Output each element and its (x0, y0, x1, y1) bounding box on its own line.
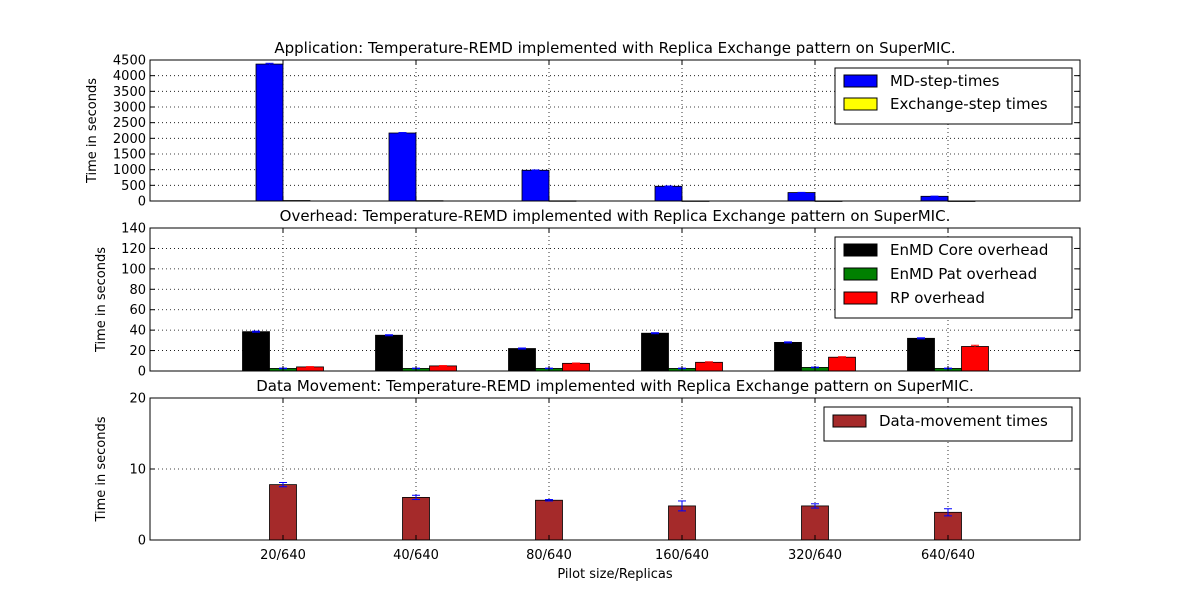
x-tick-label: 40/640 (393, 548, 439, 563)
chart-title: Data Movement: Temperature-REMD implemen… (256, 377, 973, 395)
x-tick-label: 20/640 (260, 548, 306, 563)
bar-enmd-core-overhead-640-640 (907, 337, 935, 372)
bar-md-step-times-320-640 (787, 192, 816, 202)
y-tick-label: 2000 (113, 132, 146, 147)
y-tick-label: 0 (138, 365, 146, 380)
x-tick-label: 640/640 (921, 548, 975, 563)
bar-enmd-core-overhead-160-640 (641, 332, 669, 372)
chart-panel-2: 0 20 40 60 80 100 120 140 Overhead: Temperature-… (94, 207, 1081, 380)
chart-title: Overhead: Temperature-REMD implemented w… (280, 207, 951, 225)
y-tick-label: 3500 (113, 85, 146, 100)
legend-label: EnMD Core overhead (890, 241, 1048, 259)
y-tick-label: 1500 (113, 148, 146, 163)
y-tick-label: 80 (129, 283, 146, 298)
legend-label: MD-step-times (890, 72, 1000, 90)
bar-data-movement-times-320-640 (801, 505, 829, 541)
bar-md-step-times-640-640 (920, 195, 949, 202)
y-axis-label: Time in seconds (94, 247, 109, 353)
bar-enmd-core-overhead-20-640 (242, 331, 270, 372)
legend-label: RP overhead (890, 289, 985, 307)
x-tick-label: 80/640 (526, 548, 572, 563)
legend-swatch (843, 74, 878, 88)
chart-title: Application: Temperature-REMD implemente… (274, 39, 955, 57)
bar-md-step-times-160-640 (654, 185, 683, 202)
bar-enmd-core-overhead-320-640 (774, 341, 802, 372)
legend: EnMD Core overhead EnMD Pat overhead RP ov… (834, 236, 1073, 319)
bar-enmd-core-overhead-80-640 (508, 348, 536, 372)
y-axis-label: Time in seconds (94, 416, 109, 522)
bar-data-movement-times-80-640 (535, 499, 563, 541)
plot-frame (149, 227, 1081, 372)
plot-frame (149, 59, 1081, 202)
y-tick-label: 3000 (113, 101, 146, 116)
x-tick-label: 320/640 (788, 548, 842, 563)
y-tick-label: 10 (129, 463, 146, 478)
legend-label: Data-movement times (879, 412, 1048, 430)
y-tick-label: 20 (129, 344, 146, 359)
bar-rp-overhead-640-640 (961, 346, 989, 372)
y-tick-label: 4500 (113, 54, 146, 69)
legend-swatch (843, 291, 878, 305)
bar-data-movement-times-20-640 (269, 484, 297, 541)
legend: Data-movement times (823, 406, 1073, 442)
x-tick-label: 160/640 (655, 548, 709, 563)
legend-label: EnMD Pat overhead (890, 265, 1037, 283)
y-tick-label: 140 (121, 222, 146, 237)
legend-label: Exchange-step times (890, 95, 1048, 113)
legend-swatch (843, 97, 878, 111)
y-tick-label: 0 (138, 195, 146, 210)
legend-swatch (843, 267, 878, 281)
y-tick-label: 20 (129, 392, 146, 407)
y-tick-label: 2500 (113, 116, 146, 131)
y-tick-label: 100 (121, 262, 146, 277)
legend-swatch (832, 414, 867, 428)
chart-panel-3: 0 10 20 20/640 40/640 80/640 160/640 320/640 640… (94, 377, 1081, 582)
legend: MD-step-times Exchange-step times (834, 67, 1073, 125)
y-tick-label: 60 (129, 303, 146, 318)
y-tick-label: 0 (138, 534, 146, 549)
y-tick-label: 4000 (113, 69, 146, 84)
bar-md-step-times-80-640 (521, 169, 550, 202)
y-tick-label: 500 (121, 179, 146, 194)
y-tick-label: 1000 (113, 163, 146, 178)
bar-rp-overhead-320-640 (828, 356, 856, 372)
y-tick-label: 120 (121, 242, 146, 257)
bar-md-step-times-20-640 (255, 63, 284, 202)
bar-data-movement-times-160-640 (668, 505, 696, 541)
y-tick-label: 40 (129, 324, 146, 339)
bar-rp-overhead-80-640 (562, 362, 590, 372)
y-axis-label: Time in seconds (85, 78, 100, 184)
bar-enmd-core-overhead-40-640 (375, 334, 403, 372)
bar-md-step-times-40-640 (388, 132, 417, 202)
legend-swatch (843, 243, 878, 257)
x-axis-label: Pilot size/Replicas (557, 567, 673, 582)
bar-rp-overhead-160-640 (695, 361, 723, 372)
bar-data-movement-times-40-640 (402, 496, 430, 541)
